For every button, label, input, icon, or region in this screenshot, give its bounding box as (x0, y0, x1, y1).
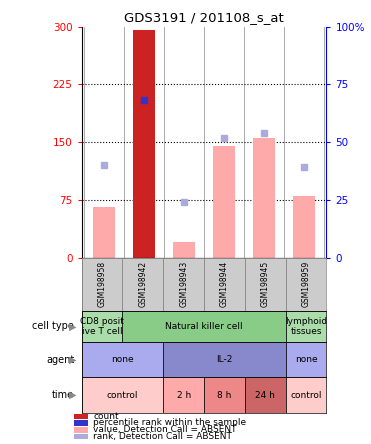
Text: control: control (107, 391, 138, 400)
Text: percentile rank within the sample: percentile rank within the sample (93, 418, 246, 428)
Text: GSM198944: GSM198944 (220, 261, 229, 307)
Text: ▶: ▶ (69, 321, 76, 331)
Bar (286, 342, 326, 377)
Text: CD8 posit
ive T cell: CD8 posit ive T cell (80, 317, 124, 336)
Text: 8 h: 8 h (217, 391, 232, 400)
Text: GSM198942: GSM198942 (138, 261, 147, 307)
Text: agent: agent (46, 355, 74, 365)
Bar (293, 196, 315, 258)
Text: GSM198958: GSM198958 (98, 261, 106, 307)
Bar (204, 258, 245, 311)
Text: control: control (290, 391, 322, 400)
Bar (163, 377, 204, 413)
Bar (73, 427, 88, 433)
Bar (286, 377, 326, 413)
Text: IL-2: IL-2 (216, 355, 233, 364)
Text: time: time (52, 390, 74, 400)
Text: ▶: ▶ (69, 390, 76, 400)
Bar (253, 138, 275, 258)
Text: none: none (295, 355, 317, 364)
Text: rank, Detection Call = ABSENT: rank, Detection Call = ABSENT (93, 432, 232, 441)
Bar (82, 311, 122, 342)
Bar (213, 146, 235, 258)
Bar (245, 258, 286, 311)
Bar (163, 342, 286, 377)
Text: lymphoid
tissues: lymphoid tissues (285, 317, 327, 336)
Bar (173, 242, 195, 258)
Text: cell type: cell type (32, 321, 74, 331)
Bar (204, 377, 245, 413)
Text: 24 h: 24 h (255, 391, 275, 400)
Title: GDS3191 / 201108_s_at: GDS3191 / 201108_s_at (124, 11, 284, 24)
Bar (122, 311, 286, 342)
Bar (122, 258, 163, 311)
Text: none: none (111, 355, 134, 364)
Bar (286, 258, 326, 311)
Bar (82, 342, 163, 377)
Text: GSM198943: GSM198943 (179, 261, 188, 307)
Text: GSM198945: GSM198945 (261, 261, 270, 307)
Bar (73, 420, 88, 426)
Text: count: count (93, 412, 119, 421)
Text: 2 h: 2 h (177, 391, 191, 400)
Bar (73, 433, 88, 440)
Bar (82, 377, 163, 413)
Bar (163, 258, 204, 311)
Bar (133, 31, 155, 258)
Text: ▶: ▶ (69, 355, 76, 365)
Bar (286, 311, 326, 342)
Bar (93, 207, 115, 258)
Text: GSM198959: GSM198959 (302, 261, 311, 307)
Bar (82, 258, 122, 311)
Text: value, Detection Call = ABSENT: value, Detection Call = ABSENT (93, 425, 237, 434)
Bar (245, 377, 286, 413)
Text: Natural killer cell: Natural killer cell (165, 322, 243, 331)
Bar (73, 414, 88, 420)
